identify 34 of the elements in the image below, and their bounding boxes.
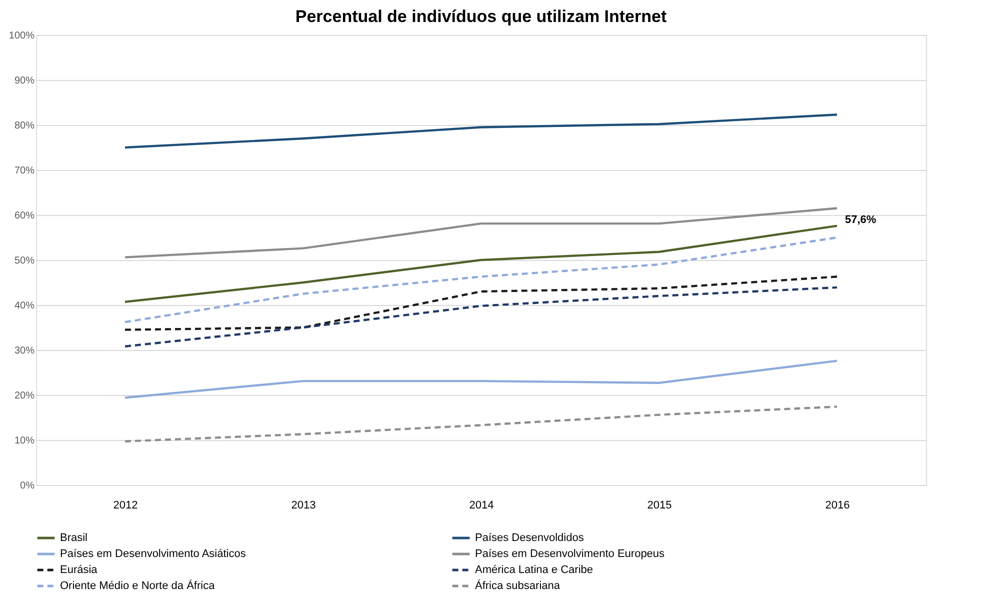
y-tick-label: 90% bbox=[14, 76, 35, 86]
legend-label: Países em Desenvolvimento Europeus bbox=[475, 548, 666, 560]
line-series bbox=[124, 114, 838, 149]
legend-label: África subsariana bbox=[475, 579, 561, 592]
legend-label: Eurásia bbox=[60, 564, 98, 576]
legend-label: Oriente Médio e Norte da África bbox=[60, 579, 216, 592]
chart-title: Percentual de indivíduos que utilizam Internet bbox=[295, 7, 667, 26]
y-tick-label: 40% bbox=[14, 300, 35, 312]
line-series bbox=[124, 224, 838, 303]
x-tick-label: 2014 bbox=[469, 500, 494, 512]
y-tick-label: 60% bbox=[14, 210, 35, 222]
x-tick-label: 2012 bbox=[113, 500, 138, 512]
line-series bbox=[124, 406, 838, 442]
annotation: 57,6% bbox=[845, 214, 876, 226]
x-tick-label: 2015 bbox=[647, 500, 672, 512]
line-series bbox=[124, 286, 838, 348]
y-tick-label: 10% bbox=[14, 436, 35, 446]
line-series bbox=[124, 360, 838, 399]
x-tick-label: 2016 bbox=[825, 500, 850, 512]
legend-label: Países em Desenvolvimento Asiáticos bbox=[60, 548, 246, 560]
legend-label: Brasil bbox=[60, 532, 88, 544]
y-tick-label: 20% bbox=[14, 390, 35, 402]
y-tick-label: 70% bbox=[14, 166, 35, 176]
line-series bbox=[124, 236, 838, 324]
line-series bbox=[124, 276, 838, 331]
y-tick-label: 50% bbox=[14, 256, 35, 266]
legend-label: América Latina e Caribe bbox=[475, 564, 594, 576]
y-tick-label: 0% bbox=[20, 480, 35, 492]
y-tick-label: 80% bbox=[14, 120, 35, 132]
y-tick-label: 100% bbox=[8, 30, 35, 42]
x-tick-label: 2013 bbox=[291, 500, 316, 512]
line-series bbox=[124, 207, 838, 258]
legend-label: Países Desenvoldidos bbox=[475, 532, 584, 544]
y-tick-label: 30% bbox=[14, 346, 35, 356]
